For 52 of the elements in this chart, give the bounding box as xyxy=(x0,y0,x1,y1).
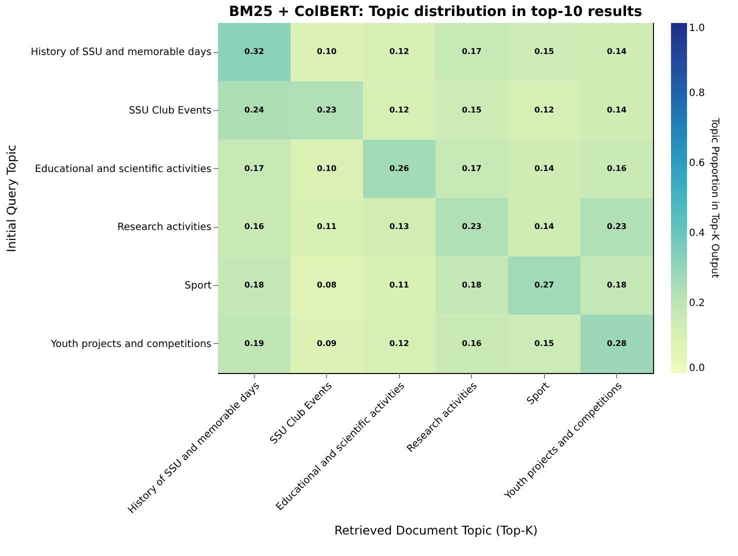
color-bar-label: 1.0 xyxy=(689,23,705,34)
y-tick-label: History of SSU and memorable days xyxy=(30,47,212,58)
x-axis-title: Retrieved Document Topic (Top-K) xyxy=(334,523,538,538)
data-label: 0.15 xyxy=(534,47,555,56)
data-label: 0.23 xyxy=(316,106,337,114)
data-label: 0.15 xyxy=(462,106,482,114)
y-axis-title: Initial Query Topic xyxy=(4,144,19,252)
data-label: 0.32 xyxy=(244,47,264,56)
data-label: 0.17 xyxy=(244,164,264,173)
data-label: 0.24 xyxy=(244,106,265,114)
y-tick-label: Educational and scientific activities xyxy=(34,164,212,175)
data-label: 0.17 xyxy=(462,164,482,173)
data-label: 0.12 xyxy=(389,106,410,114)
y-tick-label: SSU Club Events xyxy=(128,106,212,116)
data-label: 0.18 xyxy=(244,280,265,290)
data-label: 0.23 xyxy=(462,222,482,232)
data-label: 0.16 xyxy=(244,222,265,232)
data-label: 0.14 xyxy=(606,106,628,114)
data-label: 0.18 xyxy=(462,280,482,290)
color-bar-title: Topic Proportion in Top-K Output xyxy=(709,116,720,278)
data-label: 0.18 xyxy=(606,280,628,290)
data-label: 0.11 xyxy=(316,222,338,232)
y-tick-label: Youth projects and competitions xyxy=(50,338,212,350)
data-label: 0.12 xyxy=(534,106,554,114)
color-bar-label: 0.2 xyxy=(689,298,705,309)
data-label: 0.09 xyxy=(316,338,338,348)
data-label: 0.26 xyxy=(389,164,410,173)
data-label: 0.14 xyxy=(534,222,555,232)
data-label: 0.10 xyxy=(316,47,338,56)
data-label: 0.08 xyxy=(316,280,338,290)
data-label: 0.12 xyxy=(389,338,410,348)
data-label: 0.14 xyxy=(606,47,628,56)
data-label: 0.19 xyxy=(244,338,265,348)
color-bar-label: 0.8 xyxy=(689,88,705,99)
data-label: 0.15 xyxy=(534,338,555,348)
color-bar-label: 0.0 xyxy=(689,363,705,374)
color-bar-label: 0.6 xyxy=(689,158,705,169)
data-label: 0.16 xyxy=(606,164,628,173)
data-label: 0.12 xyxy=(389,47,410,56)
data-label: 0.27 xyxy=(534,280,554,290)
data-label: 0.10 xyxy=(316,164,338,173)
color-bar-label: 0.4 xyxy=(689,228,705,239)
data-label: 0.16 xyxy=(462,338,482,348)
data-label: 0.28 xyxy=(606,338,628,348)
data-label: 0.13 xyxy=(389,222,410,232)
data-label: 0.23 xyxy=(606,222,627,232)
y-tick-label: Sport xyxy=(184,280,212,292)
data-label: 0.11 xyxy=(389,280,410,290)
data-label: 0.17 xyxy=(462,47,482,56)
data-label: 0.14 xyxy=(534,164,555,173)
chart-title: BM25 + ColBERT: Topic distribution in top-10 results xyxy=(228,4,642,20)
y-tick-label: Research activities xyxy=(117,222,212,234)
